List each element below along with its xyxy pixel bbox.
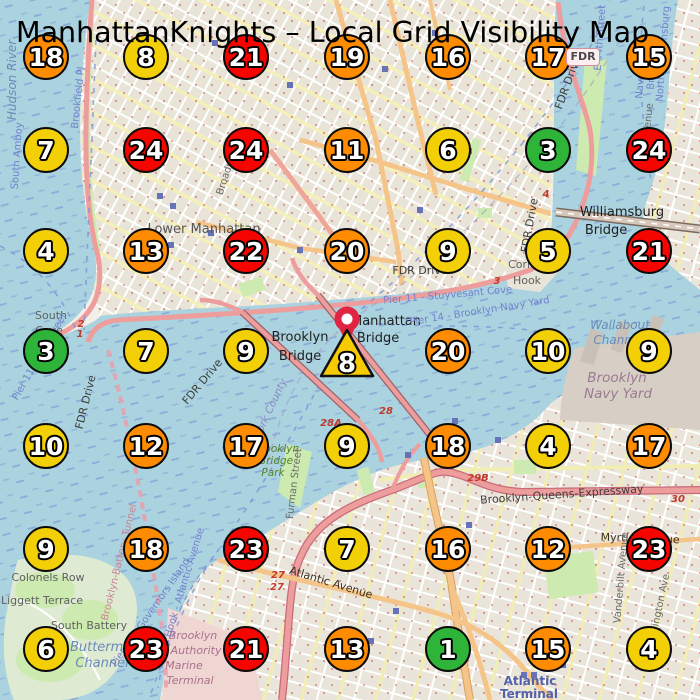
grid-badge-r2c5[interactable]: 6 [425,127,471,173]
grid-badge-r3c2[interactable]: 13 [123,228,169,274]
grid-badge-r2c6[interactable]: 3 [525,127,571,173]
map-label: Marine [165,659,203,672]
grid-badge-r4c3[interactable]: 9 [223,328,269,374]
grid-badge-r1c2[interactable]: 8 [123,34,169,80]
map-label: Navy Yard [584,386,652,402]
map-label: Terminal [166,674,213,687]
grid-badge-r5c3[interactable]: 17 [223,423,269,469]
grid-badge-r5c2[interactable]: 12 [123,423,169,469]
grid-badge-r5c1[interactable]: 10 [23,423,69,469]
map-label: Williamsburg [580,205,664,220]
map-label: Buttermilk [70,640,139,655]
grid-badge-r2c1[interactable]: 7 [23,127,69,173]
grid-badge-r1c6[interactable]: 17 [525,34,571,80]
map-label: 2 [78,319,85,330]
map-label: 30 [671,494,685,505]
grid-badge-r6c7[interactable]: 23 [626,526,672,572]
grid-badge-r3c4[interactable]: 20 [324,228,370,274]
grid-badge-r2c7[interactable]: 24 [626,127,672,173]
grid-badge-r1c5[interactable]: 16 [425,34,471,80]
grid-badge-r1c7[interactable]: 15 [626,34,672,80]
alert-marker[interactable]: 8 [312,304,376,384]
map-label: 4 [542,189,550,200]
grid-badge-r6c5[interactable]: 16 [425,526,471,572]
grid-badge-r6c6[interactable]: 12 [525,526,571,572]
marker-value: 8 [338,349,356,379]
grid-badge-r7c3[interactable]: 21 [223,626,269,672]
grid-badge-r5c7[interactable]: 17 [626,423,672,469]
map-label: South Battery [51,619,128,632]
map-label: South [35,309,67,322]
grid-badge-r3c6[interactable]: 5 [525,228,571,274]
grid-badge-r3c3[interactable]: 22 [223,228,269,274]
grid-badge-r2c3[interactable]: 24 [223,127,269,173]
grid-badge-r7c4[interactable]: 13 [324,626,370,672]
map-label: 29B [467,473,489,484]
warning-triangle-icon [319,328,375,378]
map-label: 27 [271,570,285,581]
map-label: Hudson River [5,39,19,120]
map-label: Brooklyn [272,330,329,345]
grid-badge-r3c1[interactable]: 4 [23,228,69,274]
fdr-route-shield: FDR [566,48,600,66]
grid-badge-r6c4[interactable]: 7 [324,526,370,572]
map-label: Liggett Terrace [1,594,83,607]
map-label: Atlantic [504,674,557,688]
grid-badge-r6c3[interactable]: 23 [223,526,269,572]
grid-badge-r6c2[interactable]: 18 [123,526,169,572]
grid-badge-r4c5[interactable]: 20 [425,328,471,374]
grid-badge-r4c2[interactable]: 7 [123,328,169,374]
grid-badge-r7c6[interactable]: 15 [525,626,571,672]
grid-badge-r5c5[interactable]: 18 [425,423,471,469]
map-label: Terminal [500,687,558,700]
grid-badge-r1c4[interactable]: 19 [324,34,370,80]
grid-badge-r2c4[interactable]: 11 [324,127,370,173]
grid-badge-r7c2[interactable]: 23 [123,626,169,672]
page-title: ManhattanKnights – Local Grid Visibility… [16,16,650,49]
map-label: 1 [77,329,84,340]
grid-badge-r6c1[interactable]: 9 [23,526,69,572]
map-label: 28A [320,418,342,429]
map-label: Brooklyn [169,629,217,642]
map-label: Bridge [279,349,321,364]
map-label: Wallabout [590,318,651,332]
map-label: Hook [513,274,542,287]
highways-layer [217,442,700,700]
map-label: Bridge [585,223,627,238]
grid-badge-r7c1[interactable]: 6 [23,626,69,672]
grid-badge-r1c3[interactable]: 21 [223,34,269,80]
map-label: Authority [170,644,222,657]
bridges-layer [199,207,700,472]
grid-badge-r4c6[interactable]: 10 [525,328,571,374]
map-label: Bridge [357,331,399,346]
map-label: 28 [379,406,393,417]
grid-badge-r7c5[interactable]: 1 [425,626,471,672]
grid-badge-r4c1[interactable]: 3 [23,328,69,374]
map-label: Manhattan [351,314,421,329]
grid-badge-r4c7[interactable]: 9 [626,328,672,374]
grid-badge-r5c4[interactable]: 9 [324,423,370,469]
map-label: Colonels Row [11,571,84,584]
map-label: Park [261,467,285,479]
grid-badge-r2c2[interactable]: 24 [123,127,169,173]
map-label: Brooklyn [587,370,646,386]
map-label: Bridge [259,455,293,467]
grid-badge-r5c6[interactable]: 4 [525,423,571,469]
grid-badge-r1c1[interactable]: 18 [23,34,69,80]
map-label: Channel [75,656,129,671]
grid-badge-r3c5[interactable]: 9 [425,228,471,274]
map-label: South Amboy [10,122,26,190]
grid-badge-r7c7[interactable]: 4 [626,626,672,672]
parks-layer [238,52,607,600]
grid-badge-r3c7[interactable]: 21 [626,228,672,274]
map-label: 3 [494,276,501,287]
map-label: 27 [270,582,284,593]
